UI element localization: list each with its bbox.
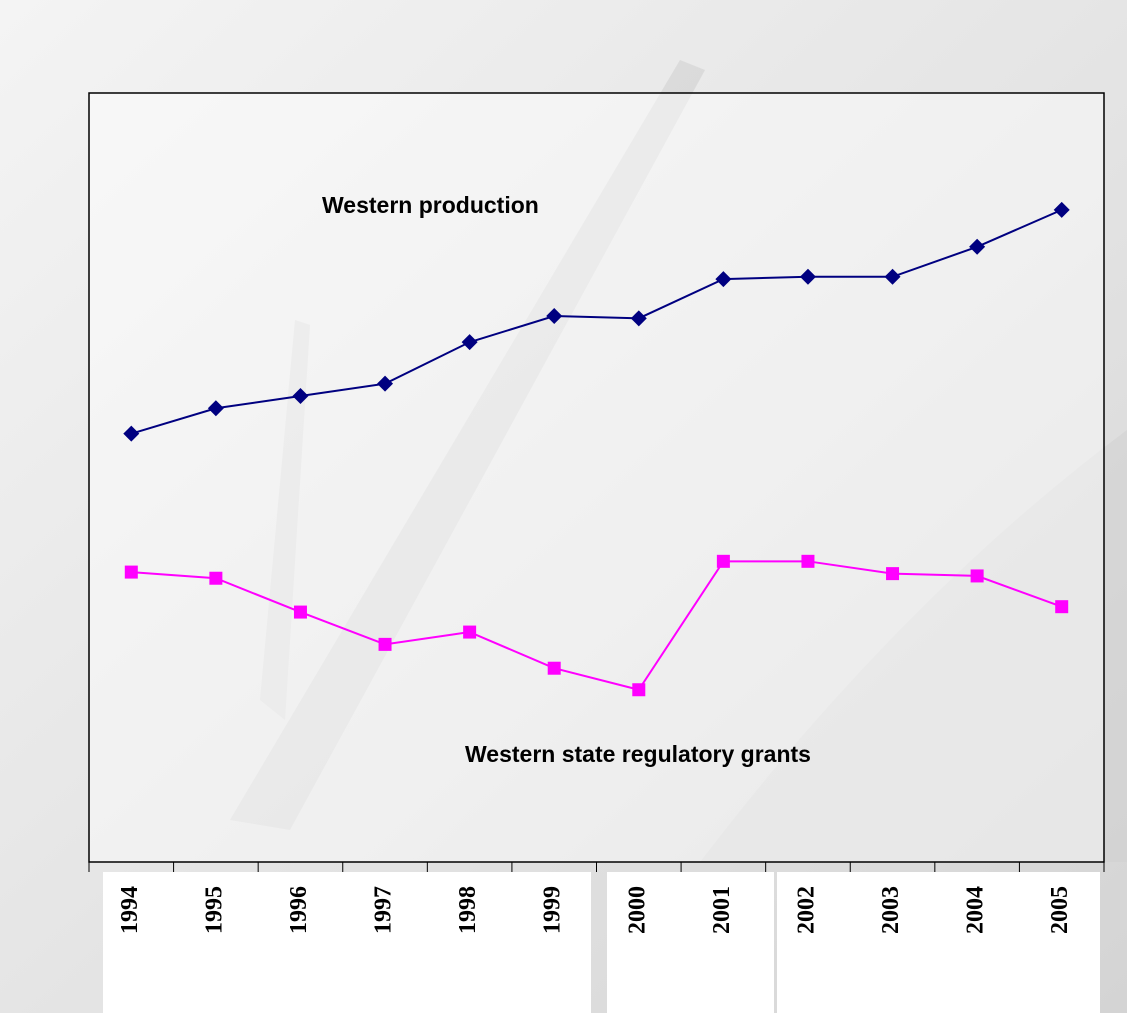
series-line <box>131 208 1063 435</box>
marker <box>715 271 732 288</box>
marker <box>124 565 138 579</box>
x-tick-label: 2004 <box>963 886 989 934</box>
label-panel <box>607 872 774 1013</box>
label-panel <box>103 872 591 1013</box>
x-tick-label: 1995 <box>201 886 227 934</box>
marker <box>969 238 986 255</box>
x-tick-label: 1999 <box>540 886 566 934</box>
marker <box>799 268 816 285</box>
x-tick-label: 1998 <box>455 886 481 934</box>
marker <box>886 567 900 581</box>
marker <box>546 308 563 325</box>
plot-area <box>89 93 1104 862</box>
series-annotation: Western production <box>322 192 539 218</box>
marker <box>463 625 477 639</box>
x-tick-label: 2000 <box>624 886 650 934</box>
x-tick-label: 2005 <box>1047 886 1073 934</box>
x-tick-label: 2003 <box>878 886 904 934</box>
marker <box>547 661 561 675</box>
marker <box>123 425 140 442</box>
marker <box>801 554 815 568</box>
x-tick-label: 1994 <box>117 886 143 934</box>
marker <box>207 400 224 417</box>
marker <box>1053 201 1070 218</box>
marker <box>293 605 307 619</box>
x-tick-label: 2002 <box>793 886 819 934</box>
marker <box>378 637 392 651</box>
background-hill <box>700 430 1127 862</box>
x-tick-label: 2001 <box>709 886 735 934</box>
marker <box>970 569 984 583</box>
marker <box>884 268 901 285</box>
marker <box>716 554 730 568</box>
series-line <box>131 560 1063 691</box>
x-tick-label: 1997 <box>371 886 397 934</box>
marker <box>377 375 394 392</box>
background-crane <box>230 60 705 830</box>
marker <box>209 571 223 585</box>
marker <box>632 683 646 697</box>
background-crane-arm <box>260 320 310 720</box>
marker <box>292 387 309 404</box>
marker <box>461 334 478 351</box>
label-panel <box>777 872 1100 1013</box>
series-annotation: Western state regulatory grants <box>465 741 811 767</box>
marker <box>1055 600 1069 614</box>
x-tick-label: 1996 <box>286 886 312 934</box>
marker <box>630 310 647 327</box>
